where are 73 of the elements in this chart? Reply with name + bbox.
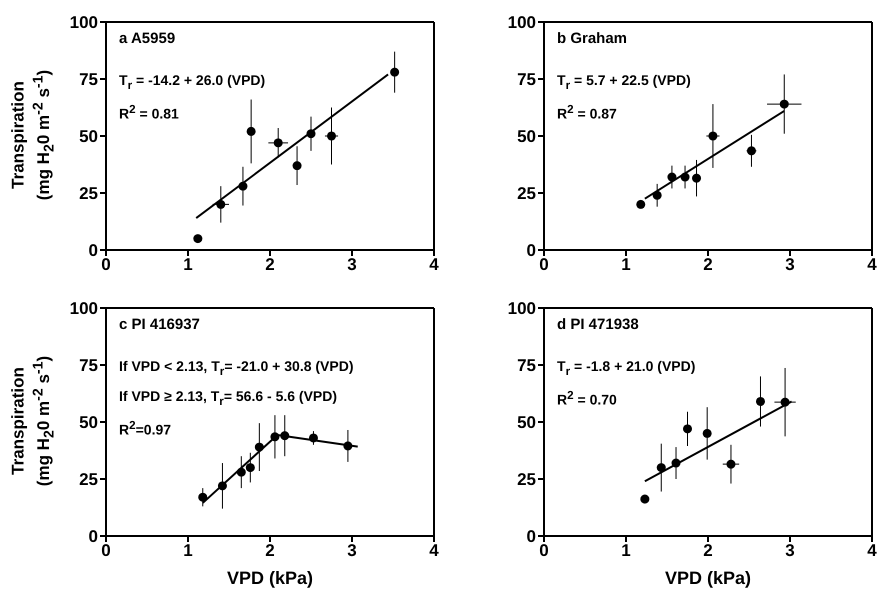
- x-tick-label: 2: [703, 255, 713, 274]
- annotation: R$^{2}$ = 0.70: [557, 388, 618, 410]
- y-tick-label: 25: [79, 184, 98, 204]
- x-axis-title: VPD (kPa): [664, 568, 752, 589]
- x-tick-label: 3: [785, 255, 795, 274]
- y-tick-label: 0: [526, 241, 536, 260]
- point: [692, 174, 702, 183]
- y-tick-label: 0: [526, 527, 536, 546]
- x-tick-label: 1: [183, 255, 193, 274]
- point: [246, 463, 255, 472]
- annotation: If VPD < 2.13, T$_{r}$= -21.0 + 30.8 (VPD): [119, 357, 354, 380]
- point: [193, 234, 202, 244]
- point: [292, 161, 302, 170]
- x-tick-label: 0: [101, 255, 111, 274]
- point: [636, 200, 646, 209]
- x-tick-label: 4: [429, 541, 440, 560]
- y-tick-label: 75: [517, 356, 536, 376]
- x-tick-label: 1: [621, 541, 631, 560]
- annotation: If VPD ≥ 2.13, T$_{r}$= 56.6 - 5.6 (VPD): [119, 386, 338, 410]
- x-axis-title: VPD (kPa): [226, 568, 314, 589]
- x-tick-label: 4: [867, 541, 878, 560]
- y-tick-label: 25: [79, 470, 98, 490]
- y-tick-label: 25: [517, 470, 536, 490]
- y-tick-label: 75: [79, 70, 98, 90]
- point: [756, 396, 765, 406]
- x-tick-label: 1: [621, 255, 631, 274]
- y-tick-label: 100: [508, 299, 536, 318]
- x-tick-label: 3: [785, 541, 795, 560]
- point: [702, 428, 712, 438]
- text: b Graham: [557, 30, 628, 47]
- text: d PI 471938: [557, 316, 639, 333]
- point: [198, 492, 208, 502]
- annotation: T$_{r}$ = 5.7 + 22.5 (VPD): [557, 71, 691, 94]
- annotation: R$^{2}$=0.97: [119, 418, 172, 440]
- text: a A5959: [119, 30, 176, 47]
- x-tick-label: 3: [347, 255, 357, 274]
- y-tick-label: 100: [70, 13, 98, 32]
- point: [746, 146, 756, 156]
- annotation: R$^{2}$ = 0.87: [557, 102, 618, 124]
- point: [274, 138, 283, 148]
- x-tick-label: 3: [347, 541, 357, 560]
- point: [640, 494, 650, 504]
- point: [390, 68, 400, 77]
- point: [682, 424, 692, 434]
- x-tick-label: 2: [703, 541, 713, 560]
- y-tick-label: 0: [88, 527, 98, 546]
- point: [726, 460, 736, 469]
- x-tick-label: 0: [539, 541, 549, 560]
- point: [708, 131, 718, 141]
- y-tick-label: 100: [70, 299, 98, 318]
- y-tick-label: 25: [517, 184, 536, 204]
- y-tick-label: 50: [79, 127, 98, 146]
- x-tick-label: 0: [539, 255, 549, 274]
- y-tick-label: 0: [88, 241, 98, 260]
- point: [246, 126, 256, 136]
- annotation: R$^{2}$ = 0.81: [119, 102, 180, 124]
- x-tick-label: 0: [101, 541, 111, 560]
- y-tick-label: 50: [79, 413, 98, 432]
- x-tick-label: 4: [867, 255, 878, 274]
- y-tick-label: 50: [517, 413, 536, 432]
- annotation: T$_{r}$ = -1.8 + 21.0 (VPD): [557, 357, 696, 380]
- x-tick-label: 1: [183, 541, 193, 560]
- y-tick-label: 50: [517, 127, 536, 146]
- y-tick-label: 100: [508, 13, 536, 32]
- annotation: T$_{r}$ = -14.2 + 26.0 (VPD): [119, 71, 266, 94]
- x-tick-label: 4: [429, 255, 440, 274]
- point: [780, 100, 789, 109]
- x-tick-label: 2: [265, 255, 275, 274]
- y-tick-label: 75: [517, 70, 536, 90]
- y-tick-label: 75: [79, 356, 98, 376]
- point: [326, 131, 336, 141]
- text: c PI 416937: [119, 316, 200, 333]
- x-tick-label: 2: [265, 541, 275, 560]
